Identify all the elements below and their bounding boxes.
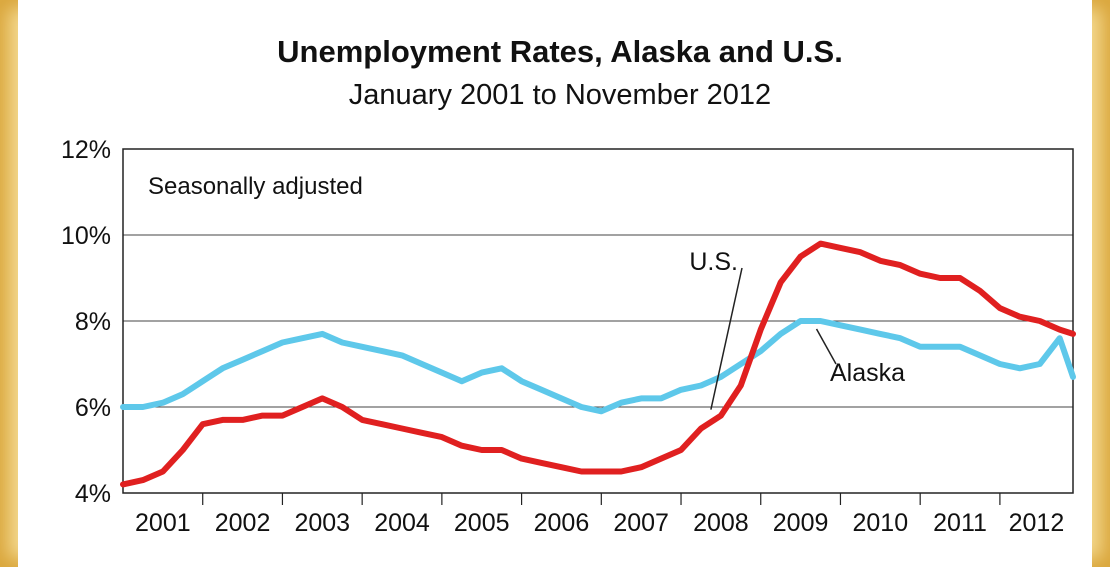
x-tick-label: 2005	[454, 509, 510, 537]
chart-subtitle: January 2001 to November 2012	[349, 79, 771, 111]
y-tick-label: 6%	[75, 394, 111, 422]
y-tick-label: 10%	[61, 222, 111, 250]
chart-panel	[18, 0, 1092, 567]
x-tick-label: 2007	[613, 509, 669, 537]
x-tick-label: 2012	[1009, 509, 1065, 537]
x-tick-label: 2010	[853, 509, 909, 537]
x-tick-label: 2009	[773, 509, 829, 537]
x-axis-ticks: 2001 2002 2003 2004 2005 2006 2007 2008 2009 2010…	[135, 493, 1064, 537]
alaska-leader-line	[815, 328, 837, 365]
gridlines	[123, 234, 1073, 408]
us-series-label: U.S.	[689, 248, 738, 276]
seasonally-adjusted-note: Seasonally adjusted	[148, 173, 363, 200]
y-tick-label: 8%	[75, 308, 111, 336]
x-tick-label: 2002	[215, 509, 271, 537]
chart-title: Unemployment Rates, Alaska and U.S.	[277, 34, 843, 69]
x-tick-label: 2003	[294, 509, 350, 537]
plot-area-border	[122, 148, 1074, 494]
series-line-u-s	[120, 240, 1076, 488]
x-tick-label: 2001	[135, 509, 191, 537]
y-tick-label: 12%	[61, 136, 111, 164]
series-line-alaska	[120, 318, 1076, 415]
x-tick-label: 2011	[933, 509, 987, 537]
x-tick-label: 2004	[374, 509, 430, 537]
y-axis-ticks: 4% 6% 8% 10% 12%	[61, 136, 111, 508]
x-tick-label: 2006	[534, 509, 590, 537]
series-labels: U.S. Alaska	[689, 248, 905, 410]
us-leader-line	[710, 267, 743, 410]
alaska-series-label: Alaska	[830, 359, 905, 387]
series-lines	[120, 240, 1076, 488]
y-tick-label: 4%	[75, 480, 111, 508]
x-tick-label: 2008	[693, 509, 749, 537]
